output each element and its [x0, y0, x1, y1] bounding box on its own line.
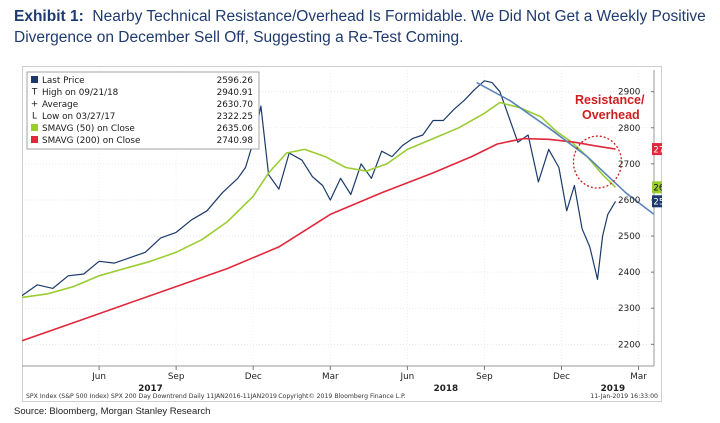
chart-container: 2200 2300 2400 2500 2600 2700 2800 2900 Jun Sep De… [22, 66, 662, 402]
source-note: Source: Bloomberg, Morgan Stanley Resear… [14, 406, 211, 417]
legend-label: SMAVG (50) on Close [42, 124, 135, 134]
legend-value: 2630.70 [217, 100, 254, 110]
y-tick-label: 2800 [618, 124, 641, 134]
y-tick-label: 2500 [618, 232, 641, 242]
price-chart: 2200 2300 2400 2500 2600 2700 2800 2900 Jun Sep De… [22, 66, 662, 402]
annotation-layer: Resistance/Overhead [572, 93, 645, 189]
x-tick-label: Jun [399, 372, 414, 382]
footer-center: Copyright© 2019 Bloomberg Finance L.P. [278, 392, 406, 400]
y-tick-label: 2900 [618, 88, 641, 98]
series-line-smavg-200-on-close [22, 137, 616, 342]
y-tick-label: 2700 [618, 160, 641, 170]
exhibit-title: Nearby Technical Resistance/Overhead Is … [14, 8, 706, 46]
value-tag-label: 2635.06 [653, 183, 662, 193]
legend-swatch [31, 76, 38, 83]
series-line-smavg-50-on-close [22, 101, 617, 299]
legend-box [26, 71, 260, 150]
series-line-spx-200-day-downtrend [476, 81, 655, 216]
y-tick-label: 2300 [618, 304, 641, 314]
exhibit-heading: Exhibit 1: Nearby Technical Resistance/O… [14, 6, 714, 48]
value-tag-label: 2740.98 [653, 145, 662, 155]
grid-layer [22, 70, 654, 366]
value-tag [652, 143, 662, 156]
legend-label: Low on 03/27/17 [42, 112, 115, 122]
x-tick-label: Dec [245, 372, 262, 382]
chart-footer: SPX Index (S&P 500 Index) SPX 200 Day Do… [26, 392, 658, 400]
exhibit-label: Exhibit 1: [14, 8, 84, 25]
year-label: 2019 [601, 384, 625, 394]
resistance-circle [572, 135, 623, 189]
legend-marker: L [32, 112, 37, 122]
legend-label: High on 09/21/18 [42, 88, 118, 98]
legend-label: Last Price [42, 76, 85, 86]
legend-value: 2322.25 [217, 112, 253, 122]
x-tick-label: Mar [630, 372, 647, 382]
legend-label: Average [42, 100, 78, 110]
y-tick-label: 2400 [618, 268, 641, 278]
legend-swatch [31, 136, 38, 143]
legend-value: 2740.98 [217, 136, 253, 146]
axis-layer: 2200 2300 2400 2500 2600 2700 2800 2900 Jun Sep De… [22, 70, 662, 394]
legend-value: 2596.26 [217, 76, 254, 86]
footer-left: SPX Index (S&P 500 Index) SPX 200 Day Do… [26, 393, 277, 400]
year-label: 2017 [138, 384, 162, 394]
value-tag [652, 181, 662, 194]
annotation-line-2: Overhead [582, 108, 640, 122]
value-tag-label: 2596.26 [653, 198, 662, 208]
y-tick-label: 2600 [618, 196, 641, 206]
x-tick-label: Jun [91, 372, 106, 382]
legend-marker: T [31, 88, 38, 98]
x-tick-label: Sep [168, 372, 185, 382]
x-tick-label: Mar [322, 372, 339, 382]
x-tick-label: Sep [476, 372, 493, 382]
legend-value: 2635.06 [217, 124, 254, 134]
footer-right: 11-Jan-2019 16:33:00 [590, 393, 658, 400]
legend-label: SMAVG (200) on Close [42, 136, 140, 146]
x-tick-label: Dec [553, 372, 570, 382]
legend-value: 2940.91 [217, 88, 253, 98]
legend-swatch [31, 124, 38, 131]
y-tick-label: 2200 [618, 340, 641, 350]
annotation-line-1: Resistance/ [575, 93, 645, 107]
year-label: 2018 [434, 384, 458, 394]
value-tag [652, 195, 662, 208]
series-layer [22, 80, 655, 342]
legend: Last Price 2596.26 T High on 09/21/18 2940.9… [26, 71, 260, 150]
legend-marker: + [31, 100, 38, 110]
